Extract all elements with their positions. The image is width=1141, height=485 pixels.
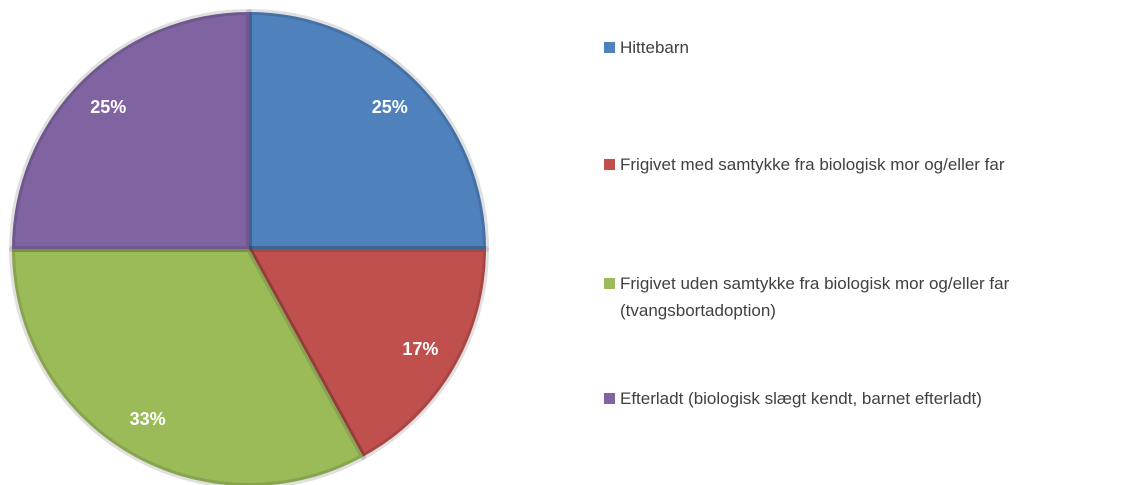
legend-label: Frigivet uden samtykke fra biologisk mor… [620, 274, 1010, 320]
pie-slice [246, 246, 489, 460]
legend-item: Frigivet uden samtykke fra biologisk mor… [604, 270, 1124, 324]
legend-label: Frigivet med samtykke fra biologisk mor … [620, 155, 1005, 174]
pie-slice [246, 9, 489, 252]
data-label: 25% [90, 97, 126, 117]
pie-slice [9, 9, 252, 252]
pie-slice [9, 246, 367, 485]
legend-label: Hittebarn [620, 38, 689, 57]
legend-swatch [604, 278, 615, 289]
legend-label: Efterladt (biologisk slægt kendt, barnet… [620, 389, 982, 408]
data-label: 25% [372, 97, 408, 117]
legend-swatch [604, 393, 615, 404]
legend-swatch [604, 159, 615, 170]
data-label: 33% [130, 409, 166, 429]
legend-item: Frigivet med samtykke fra biologisk mor … [604, 151, 1124, 178]
legend-swatch [604, 42, 615, 53]
data-label: 17% [402, 339, 438, 359]
legend-item: Hittebarn [604, 34, 1124, 61]
legend-item: Efterladt (biologisk slægt kendt, barnet… [604, 385, 1124, 412]
pie-area: 25% 17% 33% 25% [9, 9, 489, 485]
